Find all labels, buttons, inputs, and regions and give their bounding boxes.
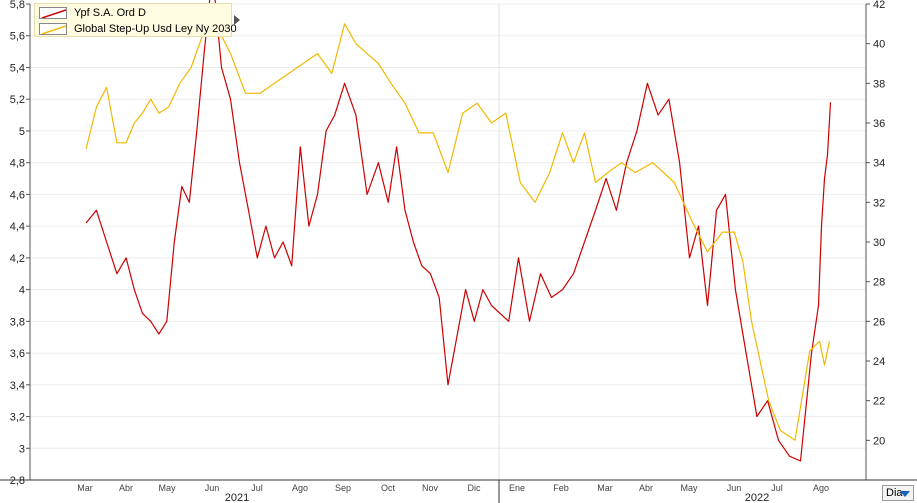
right-axis-tick-label: 38	[873, 78, 885, 90]
x-axis-tick-label: May	[158, 483, 176, 493]
right-axis-tick-label: 26	[873, 316, 885, 328]
left-axis-tick-label: 3,4	[10, 380, 25, 392]
x-axis-tick-label: Feb	[553, 483, 569, 493]
left-axis-tick-label: 2,8	[10, 475, 25, 487]
x-axis-tick-label: Ago	[292, 483, 308, 493]
legend-swatch-ypf-icon	[39, 7, 67, 19]
legend-swatch-global-2030-icon	[39, 23, 67, 35]
x-axis-tick-label: Jun	[205, 483, 220, 493]
x-axis-tick-label: Sep	[335, 483, 351, 493]
left-axis-tick-label: 5	[19, 126, 25, 138]
series-line-global-2030	[85, 23, 831, 441]
x-axis-tick-label: Dic	[468, 483, 481, 493]
left-axis-tick-label: 3	[19, 443, 25, 455]
left-axis-tick-label: 5,6	[10, 31, 25, 43]
x-axis-tick-label: Abr	[639, 483, 653, 493]
x-axis-tick-label: Ene	[509, 483, 525, 493]
left-axis-tick-label: 3,2	[10, 412, 25, 424]
x-axis-tick-label: Ago	[813, 483, 829, 493]
left-axis-tick-label: 5,2	[10, 94, 25, 106]
left-axis-tick-label: 4,4	[10, 221, 25, 233]
right-axis-tick-label: 40	[873, 39, 885, 51]
left-axis-tick-label: 4,6	[10, 189, 25, 201]
x-axis-tick-label: Jul	[771, 483, 783, 493]
legend-label-ypf: Ypf S.A. Ord D	[74, 7, 146, 19]
x-axis-year-label: 2022	[745, 492, 769, 503]
x-axis-tick-label: Nov	[422, 483, 439, 493]
x-axis-tick-label: Jul	[251, 483, 263, 493]
legend-label-global-2030: Global Step-Up Usd Ley Ny 2030	[74, 23, 237, 35]
right-axis-tick-label: 36	[873, 118, 885, 130]
period-dropdown[interactable]: Dia	[882, 485, 914, 501]
x-axis-tick-label: Oct	[381, 483, 396, 493]
right-axis-tick-label: 42	[873, 0, 885, 11]
x-axis-year-label: 2021	[225, 492, 249, 503]
series-line-ypf	[85, 0, 832, 462]
left-axis-tick-label: 5,4	[10, 62, 25, 74]
x-axis-tick-label: Jun	[727, 483, 742, 493]
left-axis-tick-label: 4	[19, 285, 25, 297]
left-axis-tick-label: 3,6	[10, 348, 25, 360]
right-axis-tick-label: 32	[873, 197, 885, 209]
right-axis-tick-label: 22	[873, 396, 885, 408]
right-axis-tick-label: 28	[873, 277, 885, 289]
legend-item-global-2030[interactable]: Global Step-Up Usd Ley Ny 2030	[39, 21, 237, 37]
x-axis-tick-label: May	[680, 483, 698, 493]
legend-collapse-arrow-icon[interactable]	[234, 15, 240, 25]
left-axis-tick-label: 5,8	[10, 0, 25, 11]
right-axis-tick-label: 34	[873, 158, 885, 170]
left-axis-tick-label: 3,8	[10, 316, 25, 328]
period-dropdown-label: Dia	[886, 487, 903, 499]
right-axis-tick-label: 30	[873, 237, 885, 249]
right-axis-tick-label: 24	[873, 356, 885, 368]
x-axis-tick-label: Abr	[119, 483, 133, 493]
chevron-down-icon	[900, 491, 910, 497]
right-axis-tick-label: 20	[873, 435, 885, 447]
x-axis-tick-label: Mar	[597, 483, 613, 493]
x-axis-tick-label: Mar	[77, 483, 93, 493]
legend: Ypf S.A. Ord D Global Step-Up Usd Ley Ny…	[34, 3, 237, 37]
left-axis-tick-label: 4,8	[10, 158, 25, 170]
left-axis-tick-label: 4,2	[10, 253, 25, 265]
legend-item-ypf[interactable]: Ypf S.A. Ord D	[39, 5, 146, 21]
